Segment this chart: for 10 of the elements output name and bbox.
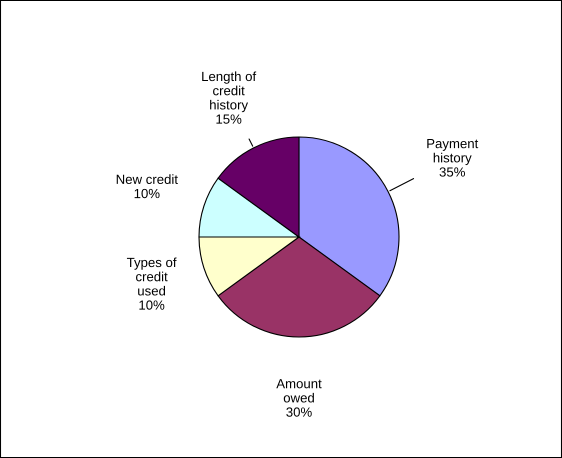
data-label: 15% [216, 114, 242, 124]
slice-label: Types of credit used [126, 257, 177, 296]
slice-label: Payment history [427, 139, 478, 166]
slice-label: New credit [116, 174, 178, 184]
data-label: 10% [139, 300, 164, 310]
slice-label: Amount owed [276, 379, 322, 403]
data-label: 10% [134, 188, 160, 198]
slice-label: Length of credit history [202, 71, 256, 112]
data-label: 30% [286, 407, 312, 417]
data-label: 35% [440, 167, 465, 177]
